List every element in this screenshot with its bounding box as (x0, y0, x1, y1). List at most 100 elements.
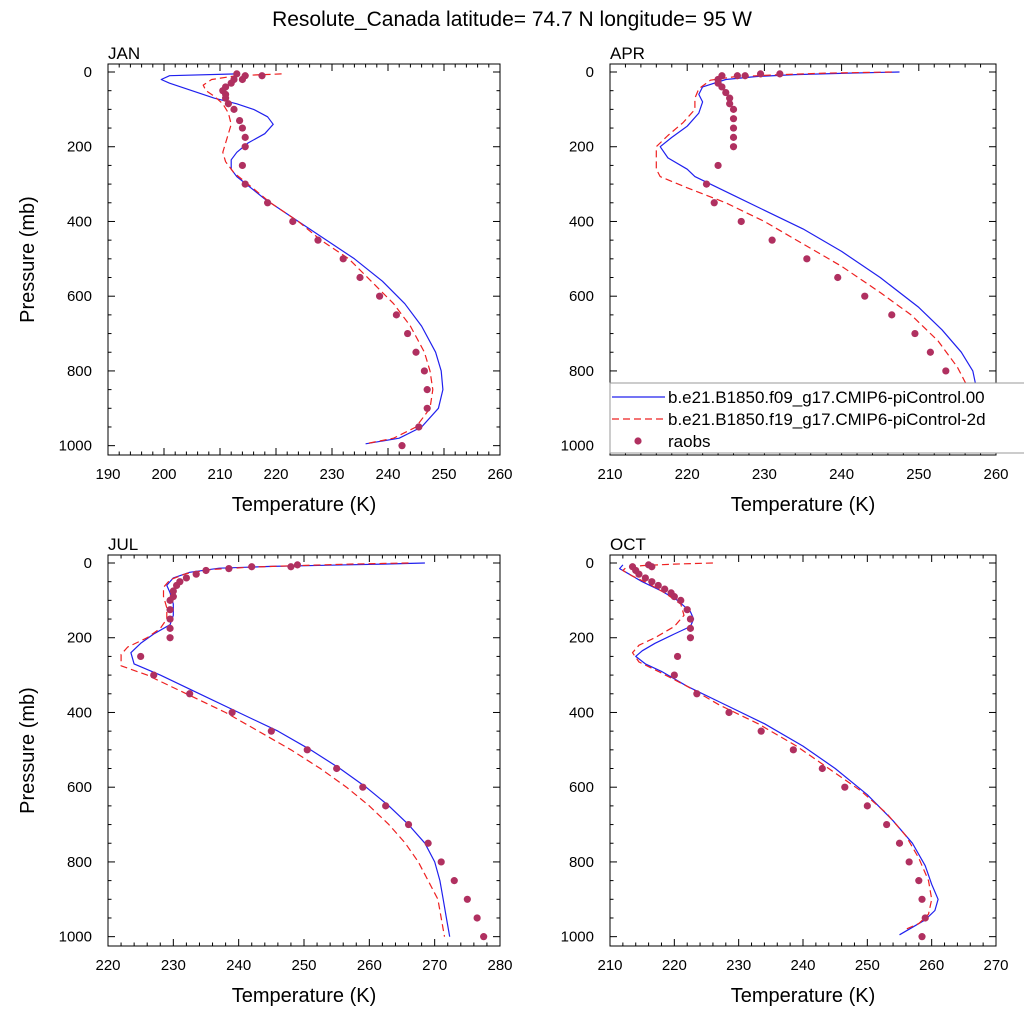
raobs-point (714, 161, 722, 170)
raobs-point (173, 581, 181, 590)
y-tick-label: 200 (569, 630, 594, 647)
panels-group: JAN 190 200 210 220 230 240 250 260 0 200 400 600 800… (17, 44, 1009, 1007)
raobs-point (192, 570, 200, 578)
y-tick-label: 200 (67, 139, 92, 156)
raobs-point (233, 70, 241, 78)
raobs-point (166, 606, 174, 614)
raobs-point (264, 199, 272, 207)
raobs-point (863, 802, 871, 810)
raobs-point (686, 634, 695, 642)
raobs-point (166, 634, 174, 642)
raobs-point (776, 70, 784, 78)
series-line-f19 (622, 562, 933, 930)
x-tick-label: 270 (983, 957, 1008, 974)
series-line-f09 (160, 73, 444, 445)
legend-label: b.e21.B1850.f19_g17.CMIP6-piControl-2d (668, 410, 986, 429)
raobs-point (241, 180, 249, 188)
raobs-point (238, 75, 246, 84)
raobs-point (267, 727, 275, 735)
raobs-point (415, 423, 423, 431)
raobs-point (883, 820, 891, 829)
x-tick-label: 190 (95, 466, 120, 483)
x-tick-label: 220 (662, 957, 687, 974)
raobs-point (654, 581, 662, 590)
x-tick-label: 240 (226, 957, 251, 974)
raobs-point (289, 217, 297, 226)
raobs-point (392, 311, 400, 319)
raobs-point (169, 587, 177, 595)
figure-title: Resolute_Canada latitude= 74.7 N longitu… (272, 8, 752, 31)
x-tick-label: 240 (829, 466, 854, 483)
raobs-point (238, 124, 246, 132)
raobs-point (702, 180, 711, 188)
y-tick-label: 200 (67, 630, 92, 647)
raobs-point (480, 933, 488, 941)
y-tick-label: 400 (67, 704, 92, 721)
x-tick-label: 230 (726, 957, 751, 974)
raobs-point (729, 124, 738, 132)
raobs-point (339, 255, 347, 263)
raobs-point (729, 105, 738, 113)
y-tick-label: 400 (67, 213, 92, 230)
raobs-point (722, 88, 730, 97)
x-tick-label: 260 (983, 466, 1008, 483)
raobs-point (382, 802, 390, 810)
raobs-point (166, 596, 174, 604)
y-tick-label: 400 (569, 213, 594, 230)
x-tick-label: 230 (161, 957, 186, 974)
legend-box (609, 382, 1024, 454)
raobs-point (905, 858, 913, 866)
raobs-point (150, 671, 158, 679)
y-tick-label: 1000 (59, 438, 92, 455)
raobs-point (683, 606, 691, 614)
raobs-point (166, 624, 174, 632)
panel-label-oct: OCT (610, 535, 646, 554)
raobs-point (648, 563, 656, 571)
raobs-point (911, 329, 919, 338)
y-tick-label: 600 (67, 288, 92, 305)
raobs-point (227, 79, 235, 87)
data-jan (160, 70, 444, 450)
raobs-point (733, 72, 741, 80)
raobs-point (473, 914, 481, 922)
y-tick-label: 200 (569, 139, 594, 156)
raobs-point (693, 690, 701, 698)
raobs-point (635, 570, 643, 578)
y-tick-label: 800 (67, 363, 92, 380)
x-tick-label: 210 (207, 466, 232, 483)
x-tick-label: 230 (319, 466, 344, 483)
panel-label-jan: JAN (108, 44, 140, 63)
raobs-point (895, 839, 904, 847)
raobs-point (729, 133, 738, 141)
raobs-point (888, 311, 896, 319)
raobs-point (918, 933, 926, 941)
raobs-point (404, 329, 412, 338)
raobs-point (915, 877, 923, 885)
x-tick-label: 260 (919, 957, 944, 974)
data-jul (120, 561, 488, 941)
y-tick-label: 0 (84, 555, 92, 572)
raobs-point (670, 671, 678, 679)
raobs-point (356, 273, 364, 282)
raobs-point (725, 708, 733, 717)
raobs-point (834, 273, 842, 282)
series-line-f09 (659, 71, 978, 445)
x-tick-label: 210 (597, 957, 622, 974)
raobs-point (686, 615, 695, 623)
raobs-point (737, 217, 745, 226)
raobs-point (424, 839, 432, 847)
raobs-point (236, 116, 244, 125)
x-tick-label: 230 (752, 466, 777, 483)
raobs-point (376, 292, 384, 300)
raobs-point (182, 574, 190, 582)
raobs-point (241, 133, 249, 141)
raobs-point (333, 764, 341, 773)
y-tick-label: 1000 (561, 438, 594, 455)
plot-frame-apr (609, 63, 997, 456)
raobs-point (287, 563, 295, 571)
raobs-point (248, 563, 256, 571)
x-tick-label: 270 (422, 957, 447, 974)
raobs-point (423, 404, 431, 412)
raobs-point (729, 143, 738, 151)
